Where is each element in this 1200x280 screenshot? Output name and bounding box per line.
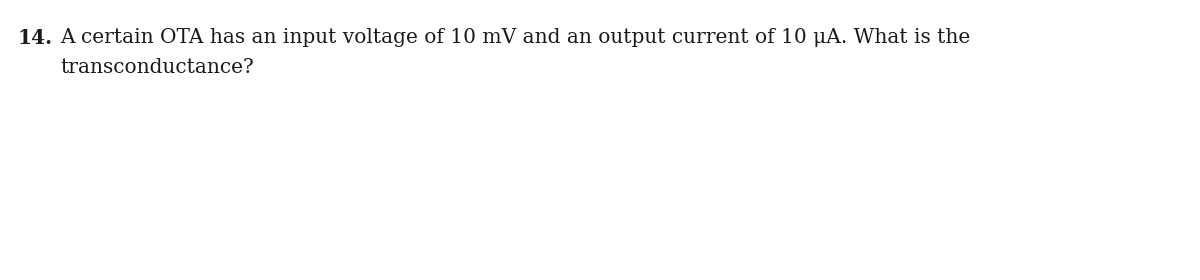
- Text: A certain OTA has an input voltage of 10 mV and an output current of 10 μA. What: A certain OTA has an input voltage of 10…: [60, 28, 971, 47]
- Text: 14.: 14.: [18, 28, 53, 48]
- Text: transconductance?: transconductance?: [60, 58, 253, 77]
